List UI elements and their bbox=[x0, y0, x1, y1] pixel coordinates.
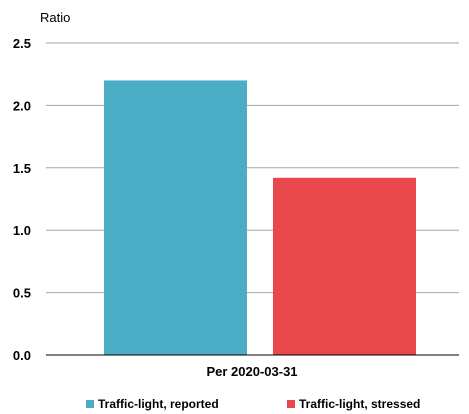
legend-swatch bbox=[86, 400, 94, 408]
legend-label: Traffic-light, stressed bbox=[299, 397, 420, 411]
legend-label: Traffic-light, reported bbox=[98, 397, 219, 411]
y-tick-label: 2.0 bbox=[13, 98, 31, 113]
y-tick-label: 0.0 bbox=[13, 348, 31, 363]
bars bbox=[104, 80, 416, 355]
category-label: Per 2020-03-31 bbox=[206, 364, 297, 379]
y-tick-label: 1.5 bbox=[13, 161, 31, 176]
y-tick-label: 0.5 bbox=[13, 286, 31, 301]
y-tick-labels: 0.0 0.5 1.0 1.5 2.0 2.5 bbox=[13, 36, 31, 363]
legend-swatch bbox=[287, 400, 295, 408]
y-tick-label: 1.0 bbox=[13, 223, 31, 238]
legend: Traffic-light, reported Traffic-light, st… bbox=[86, 397, 420, 411]
bar-stressed bbox=[273, 177, 416, 355]
bar-reported bbox=[104, 80, 247, 355]
y-axis-label: Ratio bbox=[40, 10, 70, 25]
y-tick-label: 2.5 bbox=[13, 36, 31, 51]
